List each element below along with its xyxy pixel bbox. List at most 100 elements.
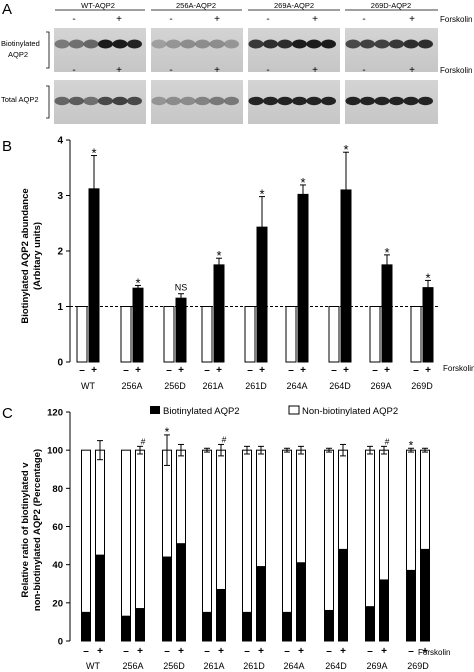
category-label: 269A [366, 661, 387, 671]
bar-biotinylated [296, 562, 306, 642]
panel-c-ylabel-line2: non-biotinylated AQP2 (Percentage) [32, 449, 43, 611]
bar-biotinylated [379, 579, 389, 642]
significance-label: * [259, 187, 264, 202]
blot-band [180, 39, 196, 49]
minus-label: – [288, 365, 294, 376]
category-label: 256D [163, 661, 185, 671]
category-label: 264A [283, 661, 304, 671]
blot-band [263, 39, 278, 49]
bar-biotinylated [338, 548, 348, 642]
bar-biotinylated [121, 615, 131, 642]
significance-label: * [216, 248, 221, 263]
bar-biotinylated [242, 611, 252, 642]
blot-row1-bands [54, 39, 433, 49]
minus-label: – [79, 365, 85, 376]
bar-plus [381, 264, 393, 363]
panel-c-ylabel: Relative ratio of biotinylated v non-bio… [20, 449, 43, 611]
significance-label: * [91, 146, 96, 161]
panel-b-forskolin-label: Forskolin [443, 364, 474, 373]
blot-band [54, 39, 70, 49]
blot-plus: + [214, 65, 220, 76]
significance-label: NS [175, 283, 188, 293]
blot-band [306, 39, 322, 49]
panel-b-ylabel-line1: Biotinylated AQP2 abundance [20, 188, 31, 323]
bar-biotinylated [420, 548, 430, 642]
category-label: 269D [411, 381, 433, 391]
bar-minus [410, 306, 422, 363]
plus-label: + [218, 646, 224, 657]
blot-band [403, 96, 419, 106]
category-label: 261D [243, 661, 265, 671]
bar-plus [175, 297, 187, 363]
category-label: 269D [407, 661, 429, 671]
blot-band [374, 39, 390, 49]
blot-band [389, 96, 404, 106]
y-tick-label: 1 [57, 302, 63, 313]
bar-biotinylated [324, 609, 334, 642]
y-tick-label: 20 [52, 598, 63, 609]
y-tick-label: 80 [52, 484, 63, 495]
blot-minus: - [362, 14, 365, 25]
blot-band [83, 39, 99, 49]
blot-band [112, 39, 128, 49]
bar-plus [340, 189, 352, 363]
legend-swatch-biotinylated [150, 406, 160, 414]
blot-forskolin-label: Forskolin [440, 15, 472, 24]
bar-biotinylated [216, 588, 226, 642]
minus-label: – [123, 365, 129, 376]
blot-row1-label: Biotinylated [1, 39, 40, 48]
category-label: WT [81, 381, 95, 391]
blot-group-label: WT-AQP2 [81, 1, 115, 10]
blot-plus: + [116, 65, 122, 76]
category-label: 264D [329, 381, 351, 391]
y-tick-label: 0 [57, 358, 63, 369]
blot-row2-label: Total AQP2 [1, 95, 39, 104]
blot-band [277, 39, 293, 49]
blot-band [292, 96, 307, 106]
blot-band [360, 39, 375, 49]
blot-row1-strips [54, 28, 438, 72]
blot-band [69, 96, 84, 106]
category-label: 256D [164, 381, 186, 391]
blot-group-label: 269D-AQP2 [371, 1, 411, 10]
blot-band [292, 39, 307, 49]
blot-group-labels: WT-AQP2 256A-AQP2 269A-AQP2 269D-AQP2 [55, 1, 438, 11]
y-tick-label: 3 [57, 191, 63, 202]
blot-band [360, 96, 375, 106]
blot-minus: - [169, 14, 172, 25]
blot-band [389, 39, 404, 49]
plus-label: + [216, 365, 222, 376]
plus-label: + [343, 365, 349, 376]
minus-label: – [326, 646, 332, 657]
significance-label: * [135, 275, 140, 290]
blot-plus: + [312, 14, 318, 25]
bar-biotinylated [162, 556, 172, 642]
y-tick-label: 100 [47, 446, 63, 457]
blot-plus: + [312, 65, 318, 76]
blot-band [321, 39, 336, 49]
y-tick-label: 4 [57, 136, 63, 147]
minus-label: – [372, 365, 378, 376]
significance-label: * [425, 270, 430, 285]
plus-label: + [384, 365, 390, 376]
blot-band [83, 96, 99, 106]
blot-band [248, 39, 264, 49]
significance-label: * [409, 438, 414, 452]
bar-plus [256, 226, 268, 363]
minus-label: – [123, 646, 129, 657]
blot-minus: - [362, 65, 365, 76]
blot-band [374, 96, 390, 106]
bar-plus [297, 193, 309, 363]
bar-biotinylated [256, 566, 266, 642]
panel-c-legend: Biotinylated AQP2 Non-biotinylated AQP2 [150, 405, 398, 417]
blot-minus: - [72, 14, 75, 25]
blot-plus: + [409, 65, 415, 76]
category-label: 256A [121, 381, 142, 391]
y-tick-label: 40 [52, 560, 63, 571]
plus-label: + [425, 365, 431, 376]
category-label: WT [86, 661, 100, 671]
panel-a-letter: A [2, 1, 12, 18]
legend-swatch-nonbiotinylated [288, 405, 300, 415]
